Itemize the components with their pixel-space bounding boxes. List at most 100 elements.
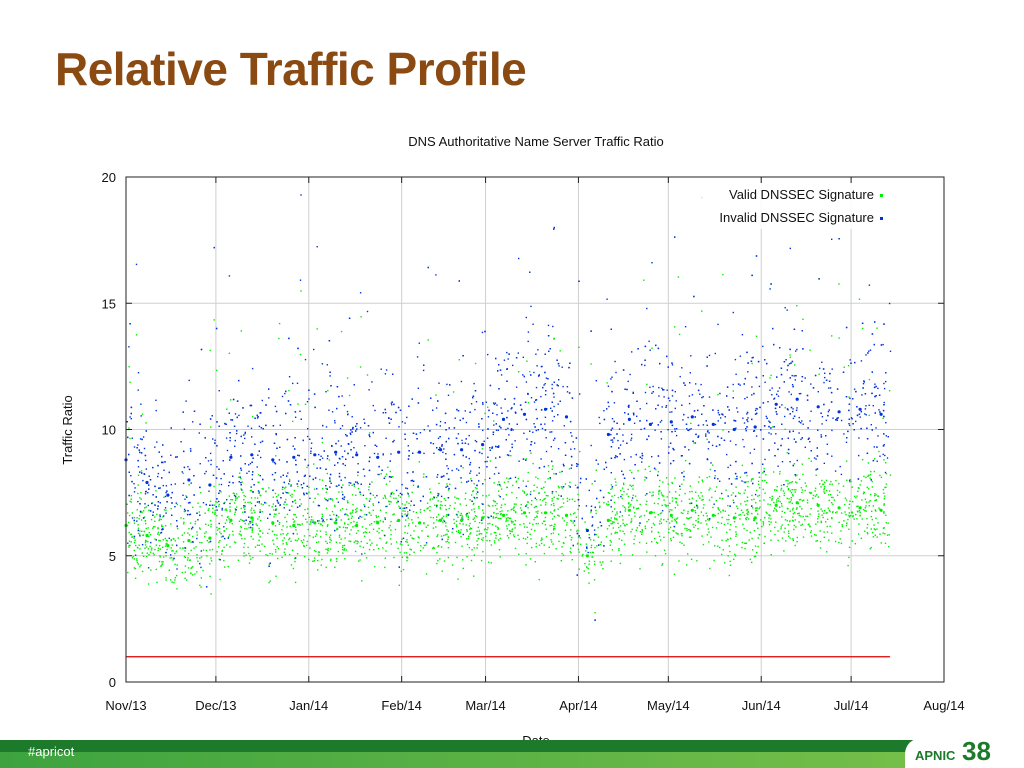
scatter-point — [774, 407, 777, 410]
scatter-point — [475, 441, 478, 443]
scatter-point — [487, 504, 490, 507]
scatter-point — [157, 549, 159, 552]
scatter-point — [781, 404, 783, 406]
scatter-point — [433, 522, 435, 524]
scatter-point — [848, 514, 850, 517]
scatter-point — [747, 480, 749, 483]
scatter-point — [326, 364, 328, 366]
scatter-point — [134, 554, 137, 556]
scatter-point — [706, 476, 708, 479]
scatter-point — [586, 547, 588, 550]
scatter-point — [379, 537, 381, 539]
scatter-point — [494, 542, 496, 544]
scatter-point — [522, 480, 524, 482]
scatter-point — [445, 541, 447, 543]
scatter-point — [193, 494, 195, 496]
scatter-point — [243, 552, 245, 554]
scatter-point — [251, 461, 253, 463]
scatter-point — [457, 531, 460, 533]
scatter-point — [728, 545, 730, 547]
scatter-point — [506, 477, 508, 479]
scatter-point — [561, 506, 563, 508]
scatter-point — [287, 492, 290, 494]
scatter-point — [406, 541, 409, 543]
scatter-point — [158, 534, 160, 536]
scatter-point — [883, 511, 885, 513]
scatter-point — [321, 513, 323, 516]
scatter-point — [553, 405, 555, 408]
scatter-point — [591, 483, 593, 485]
scatter-point — [561, 470, 563, 473]
scatter-point — [457, 511, 460, 513]
scatter-point — [569, 535, 571, 537]
scatter-point — [382, 453, 384, 455]
scatter-point — [192, 535, 194, 538]
scatter-point — [392, 441, 394, 443]
scatter-point — [411, 398, 413, 400]
scatter-point — [660, 419, 663, 422]
scatter-point — [474, 497, 476, 499]
scatter-point — [712, 506, 714, 509]
scatter-point — [454, 496, 456, 498]
scatter-point — [188, 513, 191, 516]
scatter-point — [817, 391, 819, 393]
scatter-point — [726, 386, 729, 388]
scatter-point — [259, 494, 261, 497]
scatter-point — [495, 429, 498, 431]
scatter-point — [163, 496, 165, 498]
scatter-point — [294, 416, 297, 418]
scatter-point — [755, 489, 758, 492]
scatter-point — [275, 509, 277, 511]
scatter-point — [653, 502, 656, 504]
scatter-point — [458, 359, 460, 361]
scatter-point — [511, 508, 513, 510]
scatter-point — [283, 551, 285, 553]
scatter-point — [557, 533, 560, 535]
scatter-point — [383, 477, 386, 479]
scatter-point — [202, 502, 205, 504]
scatter-point — [777, 390, 779, 392]
scatter-point — [306, 401, 309, 403]
scatter-point — [165, 509, 167, 511]
scatter-point — [299, 524, 302, 526]
scatter-point — [346, 527, 348, 529]
scatter-point — [563, 425, 565, 427]
scatter-point — [258, 425, 261, 428]
scatter-point — [454, 417, 456, 419]
scatter-point — [236, 493, 238, 495]
scatter-point — [595, 533, 597, 536]
scatter-point — [610, 433, 612, 436]
scatter-point — [481, 448, 484, 450]
scatter-point — [185, 400, 187, 402]
scatter-point — [622, 369, 625, 371]
scatter-point — [478, 530, 480, 532]
scatter-point — [529, 370, 531, 373]
scatter-point — [682, 419, 684, 421]
scatter-point — [504, 503, 506, 505]
scatter-point — [789, 490, 791, 492]
scatter-point — [234, 413, 237, 415]
scatter-point — [796, 348, 798, 351]
scatter-point — [755, 435, 758, 437]
scatter-point — [318, 551, 321, 553]
scatter-point — [485, 401, 487, 403]
scatter-point — [279, 504, 281, 506]
scatter-point — [801, 463, 803, 465]
scatter-point — [162, 546, 164, 548]
scatter-point — [359, 515, 361, 518]
scatter-point — [476, 540, 478, 542]
scatter-point — [489, 447, 491, 449]
scatter-point — [473, 547, 475, 549]
scatter-point — [868, 474, 870, 476]
scatter-point — [576, 574, 578, 576]
scatter-point — [344, 513, 346, 516]
scatter-point — [875, 510, 877, 512]
scatter-point — [309, 475, 311, 477]
scatter-point — [777, 530, 779, 532]
scatter-point — [532, 462, 534, 465]
scatter-point — [819, 367, 821, 370]
scatter-point — [248, 552, 250, 555]
scatter-point — [599, 543, 602, 546]
scatter-point — [688, 536, 691, 538]
scatter-point — [734, 512, 737, 515]
